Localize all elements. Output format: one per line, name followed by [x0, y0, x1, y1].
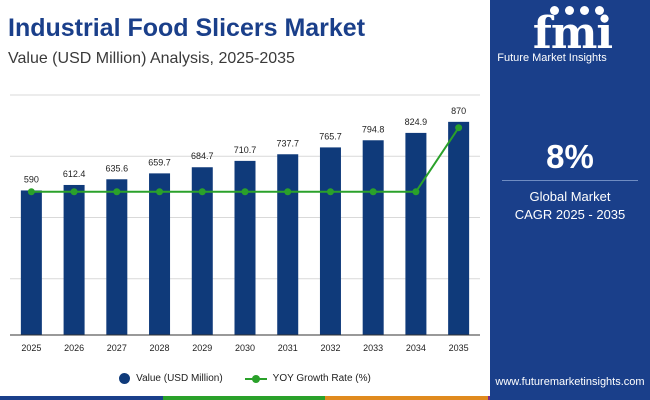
x-tick-label: 2034	[406, 343, 426, 353]
bar-value-label: 590	[24, 174, 39, 184]
bar-value-label: 870	[451, 106, 466, 116]
bar-value-label: 824.9	[405, 117, 428, 127]
legend-bar-swatch	[119, 372, 131, 384]
bar	[319, 147, 341, 335]
x-tick-label: 2027	[107, 343, 127, 353]
chart-title: Industrial Food Slicers Market	[8, 14, 366, 42]
bar	[234, 160, 256, 335]
bar	[20, 190, 42, 335]
x-tick-label: 2026	[64, 343, 84, 353]
growth-point	[198, 188, 206, 196]
growth-point	[412, 188, 420, 196]
bar	[106, 179, 128, 335]
bar	[63, 184, 85, 335]
fmi-logo: fmi	[510, 6, 635, 70]
bar	[149, 173, 171, 335]
x-tick-label: 2028	[150, 343, 170, 353]
x-tick-label: 2029	[192, 343, 212, 353]
bar	[191, 167, 213, 335]
strip-segment	[162, 396, 325, 400]
bar-value-label: 710.7	[234, 145, 257, 155]
growth-point	[326, 188, 334, 196]
growth-point	[156, 188, 164, 196]
growth-point	[70, 188, 78, 196]
x-tick-label: 2033	[363, 343, 383, 353]
cagr-line-1: Global Market	[529, 189, 611, 204]
x-tick-label: 2035	[449, 343, 469, 353]
bar-value-label: 659.7	[148, 157, 171, 167]
growth-point	[241, 188, 249, 196]
legend-item-value: Value (USD Million)	[119, 372, 223, 384]
growth-point	[27, 188, 35, 196]
bar-value-label: 794.8	[362, 124, 385, 134]
bar-value-label: 612.4	[63, 169, 86, 179]
legend-bar-label: Value (USD Million)	[136, 372, 223, 384]
x-tick-label: 2030	[235, 343, 255, 353]
bar-value-label: 684.7	[191, 151, 214, 161]
cagr-line-2: CAGR 2025 - 2035	[514, 207, 626, 222]
chart-legend: Value (USD Million) YOY Growth Rate (%)	[0, 370, 490, 386]
bar	[448, 121, 470, 335]
legend-line-swatch	[244, 373, 267, 384]
cagr-value: 8%	[546, 138, 594, 175]
panel-divider	[502, 180, 638, 181]
x-tick-label: 2025	[21, 343, 41, 353]
x-tick-label: 2031	[278, 343, 298, 353]
bar-value-label: 635.6	[106, 163, 129, 173]
cagr-label: Global Market CAGR 2025 - 2035	[490, 188, 650, 224]
strip-segment	[0, 396, 163, 400]
bar	[277, 154, 299, 335]
legend-line-label: YOY Growth Rate (%)	[272, 372, 371, 384]
growth-point	[455, 124, 463, 132]
growth-point	[369, 188, 377, 196]
growth-point	[284, 188, 292, 196]
bar	[362, 140, 384, 335]
strip-segment	[325, 396, 488, 400]
chart-subtitle: Value (USD Million) Analysis, 2025-2035	[8, 50, 295, 67]
bar	[405, 132, 427, 335]
bar-value-label: 737.7	[276, 138, 299, 148]
growth-point	[113, 188, 121, 196]
logo-dots-icon	[550, 6, 604, 15]
side-panel: fmi Future Market Insights 8% Global Mar…	[490, 0, 650, 400]
logo-wordmark: fmi	[532, 8, 613, 59]
logo-caption: Future Market Insights	[497, 52, 607, 64]
website-link[interactable]: www.futuremarketinsights.com	[495, 376, 645, 388]
market-chart: 590 612.4 635.6 659.7 684.7 710.7 737.7 765.7 79…	[10, 94, 480, 353]
x-tick-label: 2032	[320, 343, 340, 353]
bar-value-label: 765.7	[319, 131, 342, 141]
legend-item-growth: YOY Growth Rate (%)	[244, 372, 371, 384]
